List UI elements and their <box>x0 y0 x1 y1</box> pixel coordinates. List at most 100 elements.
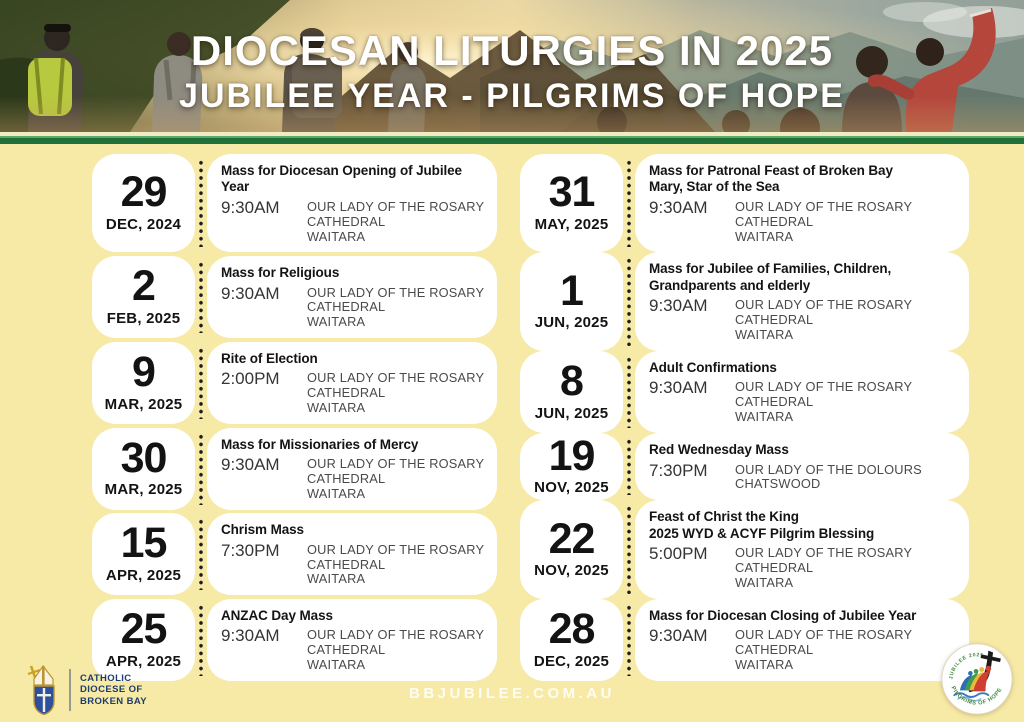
event-details-box: Feast of Christ the King 2025 WYD & ACYF… <box>635 500 969 599</box>
event-details-box: Rite of Election 2:00PM OUR LADY OF THE … <box>207 341 497 424</box>
dotted-separator <box>195 599 207 681</box>
event-card: 25 APR, 2025 ANZAC Day Mass 9:30AM OUR L… <box>92 598 497 681</box>
event-card: 31 MAY, 2025 Mass for Patronal Feast of … <box>520 154 969 253</box>
event-title: Feast of Christ the King 2025 WYD & ACYF… <box>649 509 875 541</box>
event-meta: 9:30AM OUR LADY OF THE ROSARY CATHEDRAL … <box>649 297 959 343</box>
event-date-box: 19 NOV, 2025 <box>520 431 623 501</box>
event-title: Adult Confirmations <box>649 359 777 375</box>
event-title: Rite of Election <box>221 350 318 366</box>
event-month-year: JUN, 2025 <box>534 404 609 422</box>
event-time: 7:30PM <box>221 540 280 560</box>
diocese-crest-icon <box>27 664 55 716</box>
event-meta: 9:30AM OUR LADY OF THE ROSARY CATHEDRAL … <box>221 199 487 245</box>
event-day: 2 <box>132 262 156 311</box>
hero-photo-hikers <box>0 0 1024 132</box>
event-time: 9:30AM <box>221 283 280 303</box>
event-meta: 2:00PM OUR LADY OF THE ROSARY CATHEDRAL … <box>221 370 487 416</box>
event-time: 2:00PM <box>221 369 280 389</box>
event-title: Mass for Jubilee of Families, Children, … <box>649 261 892 293</box>
event-card: 9 MAR, 2025 Rite of Election 2:00PM OUR … <box>92 341 497 424</box>
event-details-box: Mass for Diocesan Opening of Jubilee Yea… <box>207 154 497 253</box>
event-details-box: Mass for Patronal Feast of Broken Bay Ma… <box>635 154 969 253</box>
event-card: 1 JUN, 2025 Mass for Jubilee of Families… <box>520 252 969 351</box>
event-day: 25 <box>120 605 168 654</box>
event-meta: 5:00PM OUR LADY OF THE ROSARY CATHEDRAL … <box>649 545 959 591</box>
event-date-box: 25 APR, 2025 <box>92 598 195 681</box>
event-card: 29 DEC, 2024 Mass for Diocesan Opening o… <box>92 154 497 253</box>
dotted-separator <box>623 351 635 433</box>
event-title: Chrism Mass <box>221 522 304 538</box>
dotted-separator <box>195 513 207 595</box>
events-grid: 29 DEC, 2024 Mass for Diocesan Opening o… <box>92 154 1024 681</box>
diocese-name: CATHOLIC DIOCESE OF BROKEN BAY <box>80 673 147 707</box>
dotted-separator <box>623 252 635 350</box>
dotted-separator <box>623 500 635 598</box>
event-title: ANZAC Day Mass <box>221 607 333 623</box>
event-meta: 9:30AM OUR LADY OF THE ROSARY CATHEDRAL … <box>221 456 487 502</box>
event-date-box: 22 NOV, 2025 <box>520 500 623 599</box>
event-location: OUR LADY OF THE ROSARY CATHEDRAL WAITARA <box>735 297 913 343</box>
event-time: 9:30AM <box>221 197 280 217</box>
event-date-box: 1 JUN, 2025 <box>520 252 623 351</box>
event-time: 9:30AM <box>649 626 708 646</box>
event-card: 22 NOV, 2025 Feast of Christ the King 20… <box>520 500 969 599</box>
dotted-separator <box>195 256 207 338</box>
event-details-box: Adult Confirmations 9:30AM OUR LADY OF T… <box>635 350 969 433</box>
event-day: 29 <box>120 168 168 217</box>
page-subtitle: JUBILEE YEAR - PILGRIMS OF HOPE <box>179 77 845 115</box>
event-day: 15 <box>120 519 168 568</box>
event-title: Red Wednesday Mass <box>649 442 789 458</box>
event-time: 9:30AM <box>649 296 708 316</box>
event-location: OUR LADY OF THE ROSARY CATHEDRAL WAITARA <box>735 627 913 673</box>
event-title: Mass for Patronal Feast of Broken Bay Ma… <box>649 163 893 195</box>
dotted-separator <box>623 599 635 681</box>
event-day: 30 <box>120 433 168 482</box>
event-location: OUR LADY OF THE ROSARY CATHEDRAL WAITARA <box>735 545 913 591</box>
event-details-box: ANZAC Day Mass 9:30AM OUR LADY OF THE RO… <box>207 598 497 681</box>
event-day: 9 <box>132 348 156 397</box>
event-month-year: DEC, 2025 <box>533 652 610 670</box>
diocese-name-line1: CATHOLIC <box>80 673 132 685</box>
event-date-box: 29 DEC, 2024 <box>92 154 195 253</box>
event-time: 9:30AM <box>649 378 708 398</box>
event-title: Mass for Diocesan Closing of Jubilee Yea… <box>649 607 917 623</box>
dotted-separator <box>623 433 635 501</box>
hero-banner: DIOCESAN LITURGIES IN 2025 JUBILEE YEAR … <box>0 0 1024 132</box>
event-month-year: DEC, 2024 <box>105 216 182 233</box>
event-location: OUR LADY OF THE ROSARY CATHEDRAL WAITARA <box>735 379 913 425</box>
events-column-left: 29 DEC, 2024 Mass for Diocesan Opening o… <box>92 154 497 681</box>
event-meta: 9:30AM OUR LADY OF THE ROSARY CATHEDRAL … <box>649 627 959 673</box>
event-day: 31 <box>548 168 596 217</box>
page-title: DIOCESAN LITURGIES IN 2025 <box>190 27 834 74</box>
event-day: 19 <box>548 431 596 480</box>
event-location: OUR LADY OF THE ROSARY CATHEDRAL WAITARA <box>307 627 485 673</box>
event-meta: 9:30AM OUR LADY OF THE ROSARY CATHEDRAL … <box>221 283 487 331</box>
event-location: OUR LADY OF THE ROSARY CATHEDRAL WAITARA <box>307 284 485 330</box>
event-meta: 7:30PM OUR LADY OF THE ROSARY CATHEDRAL … <box>221 540 487 588</box>
event-month-year: JUN, 2025 <box>534 314 609 332</box>
event-details-box: Mass for Diocesan Closing of Jubilee Yea… <box>635 598 969 681</box>
event-month-year: MAR, 2025 <box>104 481 183 499</box>
event-details-box: Chrism Mass 7:30PM OUR LADY OF THE ROSAR… <box>207 513 497 596</box>
dotted-separator <box>195 428 207 510</box>
event-day: 28 <box>548 605 596 654</box>
event-date-box: 9 MAR, 2025 <box>92 341 195 424</box>
event-month-year: MAR, 2025 <box>104 395 183 413</box>
event-card: 19 NOV, 2025 Red Wednesday Mass 7:30PM O… <box>520 431 969 501</box>
diocese-name-line2: DIOCESE OF <box>80 684 143 696</box>
event-month-year: APR, 2025 <box>105 652 182 670</box>
event-card: 28 DEC, 2025 Mass for Diocesan Closing o… <box>520 598 969 681</box>
event-meta: 9:30AM OUR LADY OF THE ROSARY CATHEDRAL … <box>649 379 959 425</box>
divider-stripe <box>0 132 1024 144</box>
event-title: Mass for Diocesan Opening of Jubilee Yea… <box>221 163 462 195</box>
event-time: 9:30AM <box>649 197 708 217</box>
event-date-box: 15 APR, 2025 <box>92 513 195 596</box>
diocese-logo-block: CATHOLIC DIOCESE OF BROKEN BAY <box>26 664 147 716</box>
event-card: 8 JUN, 2025 Adult Confirmations 9:30AM O… <box>520 350 969 433</box>
website-url[interactable]: BBJUBILEE.COM.AU <box>408 685 615 702</box>
jubilee-2025-logo: JUBILEE 2025 PILGRIMS OF HOPE <box>941 643 1013 715</box>
event-month-year: FEB, 2025 <box>106 309 181 327</box>
event-day: 8 <box>560 357 584 406</box>
event-details-box: Mass for Religious 9:30AM OUR LADY OF TH… <box>207 256 497 339</box>
